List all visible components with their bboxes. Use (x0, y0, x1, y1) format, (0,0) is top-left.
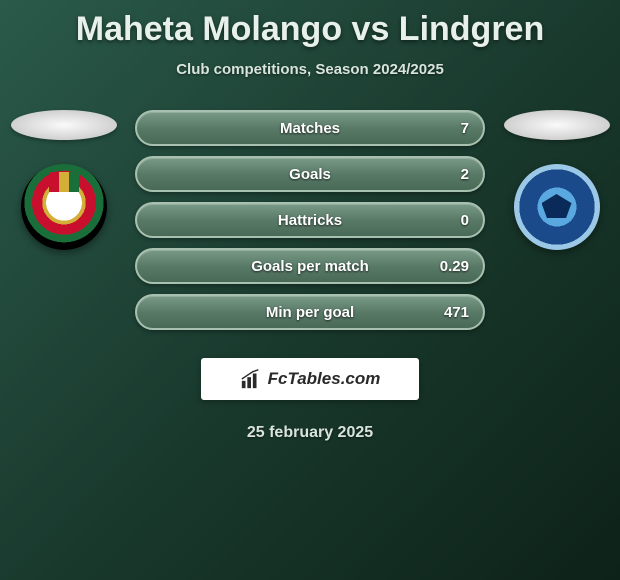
date-label: 25 february 2025 (0, 424, 620, 442)
stat-bar-goals: Goals 2 (135, 156, 485, 192)
stat-label: Goals per match (251, 258, 369, 275)
stat-value: 2 (461, 166, 469, 183)
stat-label: Hattricks (278, 212, 342, 229)
player-left-portrait-placeholder (11, 110, 117, 140)
stat-bar-goals-per-match: Goals per match 0.29 (135, 248, 485, 284)
player-right-club-badge (514, 164, 600, 250)
stat-label: Min per goal (266, 304, 354, 321)
main-area: Matches 7 Goals 2 Hattricks 0 Goals per … (0, 110, 620, 330)
player-left-column (10, 110, 117, 250)
stat-value: 7 (461, 120, 469, 137)
player-right-column (503, 110, 610, 250)
player-right-portrait-placeholder (504, 110, 610, 140)
stat-bar-hattricks: Hattricks 0 (135, 202, 485, 238)
chart-icon (240, 368, 262, 390)
stat-bar-matches: Matches 7 (135, 110, 485, 146)
stat-value: 471 (444, 304, 469, 321)
stat-label: Matches (280, 120, 340, 137)
stat-value: 0 (461, 212, 469, 229)
brand-box[interactable]: FcTables.com (201, 358, 419, 400)
brand-label: FcTables.com (268, 369, 381, 389)
stat-value: 0.29 (440, 258, 469, 275)
stat-bar-min-per-goal: Min per goal 471 (135, 294, 485, 330)
stat-label: Goals (289, 166, 331, 183)
subtitle: Club competitions, Season 2024/2025 (0, 61, 620, 78)
page-title: Maheta Molango vs Lindgren (0, 10, 620, 49)
player-left-club-badge (21, 164, 107, 250)
stats-list: Matches 7 Goals 2 Hattricks 0 Goals per … (135, 110, 485, 330)
comparison-card: Maheta Molango vs Lindgren Club competit… (0, 0, 620, 442)
